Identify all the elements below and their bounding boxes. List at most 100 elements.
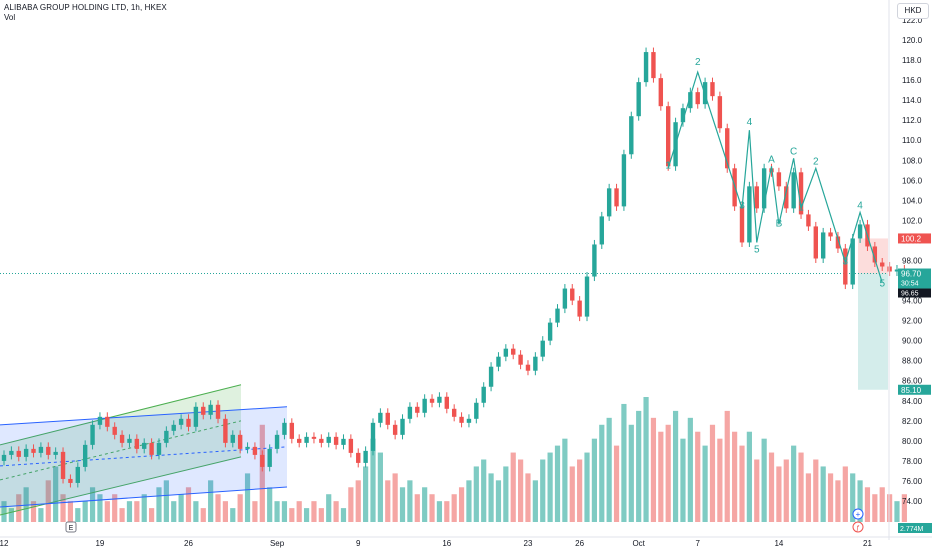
volume-bar	[407, 480, 413, 522]
volume-bar	[783, 459, 789, 522]
current-price-value: 96.70	[901, 270, 922, 279]
candle-body	[82, 444, 88, 467]
volume-bar	[97, 494, 103, 522]
candle	[857, 219, 863, 243]
candle	[466, 414, 472, 428]
candle-body	[688, 92, 693, 109]
candle-body	[599, 216, 604, 245]
volume-bar	[274, 501, 280, 522]
candle	[813, 221, 818, 263]
volume-bar	[643, 397, 649, 522]
volume-bar	[835, 480, 841, 522]
volume-bar	[613, 445, 620, 522]
wave-label: 2	[813, 156, 819, 167]
candle-body	[356, 452, 361, 463]
candle-body	[503, 348, 509, 357]
candle-body	[186, 418, 191, 427]
candle-body	[843, 248, 848, 285]
candle-body	[606, 188, 612, 217]
price-tick-label: 78.00	[902, 457, 923, 466]
candle	[282, 418, 287, 440]
volume-bar	[724, 410, 730, 522]
candle	[503, 344, 509, 362]
volume-bar	[761, 438, 767, 522]
volume-bar	[827, 473, 834, 522]
volume-bar	[30, 501, 37, 522]
wave-line-impulse	[667, 70, 758, 243]
time-tick-label: 26	[575, 539, 584, 548]
alert-icon[interactable]	[852, 521, 864, 533]
volume-bar	[820, 466, 826, 522]
volume-bar	[156, 487, 162, 522]
price-tick-label: 92.00	[902, 317, 923, 326]
candle	[178, 414, 184, 430]
add-icon-glyph: +	[856, 510, 861, 519]
candle	[9, 446, 14, 460]
volume-bar	[422, 487, 428, 522]
volume-bar	[8, 508, 14, 522]
volume-bar	[717, 438, 723, 522]
target-price-badge: 85.10	[901, 386, 922, 395]
volume-bar	[458, 487, 465, 522]
candle-body	[267, 448, 272, 467]
price-tick-label: 88.00	[902, 357, 923, 366]
price-tick-label: 120.0	[902, 36, 923, 45]
candle-body	[776, 172, 782, 187]
candle	[348, 434, 354, 458]
short-position-target-zone	[858, 273, 888, 390]
candle-body	[806, 214, 811, 227]
volume-bar	[709, 424, 716, 522]
candle-body	[363, 450, 368, 463]
candle	[75, 462, 80, 488]
volume-bar	[259, 424, 265, 522]
currency-button[interactable]: HKD	[897, 3, 929, 19]
volume-bar	[621, 403, 627, 522]
volume-bar	[200, 508, 206, 522]
candle	[164, 426, 169, 448]
volume-bar	[466, 480, 472, 522]
volume-bar	[473, 466, 479, 522]
volume-bar	[414, 494, 420, 522]
bid-price-badge-bg	[898, 288, 931, 298]
candle-body	[887, 266, 892, 272]
candle	[828, 227, 833, 241]
candle	[843, 243, 848, 290]
volume-bar	[436, 501, 443, 522]
candle	[887, 261, 892, 277]
price-tick-label: 112.0	[902, 116, 922, 125]
price-tick-label: 82.00	[902, 417, 923, 426]
volume-bar	[776, 466, 782, 522]
wave-label: 4	[857, 200, 863, 211]
candle	[599, 211, 604, 249]
candle	[540, 336, 545, 362]
earnings-badge[interactable]	[65, 521, 77, 533]
price-tick-label: 104.0	[902, 196, 923, 205]
volume-bar	[665, 424, 671, 522]
volume-bar	[171, 501, 177, 522]
candle-body	[341, 438, 346, 445]
candle	[791, 167, 796, 213]
price-tick-label: 90.00	[902, 337, 923, 346]
add-icon[interactable]	[852, 508, 864, 520]
volume-bar	[163, 480, 169, 522]
volume-bar	[370, 438, 376, 522]
symbol-title[interactable]: ALIBABA GROUP HOLDING LTD, 1h, HKEX	[4, 3, 167, 12]
price-tick-label: 80.00	[902, 437, 923, 446]
volume-bar	[23, 487, 29, 522]
time-tick-label: 14	[774, 539, 783, 548]
volume-bar	[540, 459, 546, 522]
volume-bar	[392, 473, 398, 522]
volume-bar	[75, 508, 81, 522]
candle-body	[828, 232, 833, 237]
candle-body	[97, 416, 103, 425]
candle-body	[710, 82, 715, 97]
candle-body	[326, 436, 331, 443]
price-tick-label: 122.0	[902, 16, 923, 25]
candle	[142, 438, 147, 454]
volume-bar	[311, 501, 317, 522]
volume-bar	[510, 452, 516, 522]
candle-body	[695, 92, 700, 105]
candle-body	[584, 276, 590, 317]
